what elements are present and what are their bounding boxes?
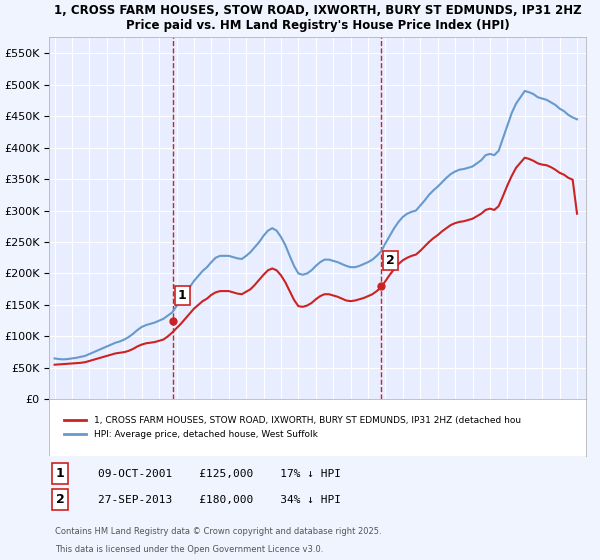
Text: 2: 2 [56,493,64,506]
Text: 27-SEP-2013    £180,000    34% ↓ HPI: 27-SEP-2013 £180,000 34% ↓ HPI [98,494,341,505]
Text: Contains HM Land Registry data © Crown copyright and database right 2025.: Contains HM Land Registry data © Crown c… [55,528,382,536]
Title: 1, CROSS FARM HOUSES, STOW ROAD, IXWORTH, BURY ST EDMUNDS, IP31 2HZ
Price paid v: 1, CROSS FARM HOUSES, STOW ROAD, IXWORTH… [54,4,581,32]
Text: 09-OCT-2001    £125,000    17% ↓ HPI: 09-OCT-2001 £125,000 17% ↓ HPI [98,469,341,479]
Text: This data is licensed under the Open Government Licence v3.0.: This data is licensed under the Open Gov… [55,545,323,554]
Text: 1: 1 [56,467,64,480]
Text: 1: 1 [178,289,187,302]
Text: 2: 2 [386,254,395,267]
Legend: 1, CROSS FARM HOUSES, STOW ROAD, IXWORTH, BURY ST EDMUNDS, IP31 2HZ (detached ho: 1, CROSS FARM HOUSES, STOW ROAD, IXWORTH… [59,412,525,444]
